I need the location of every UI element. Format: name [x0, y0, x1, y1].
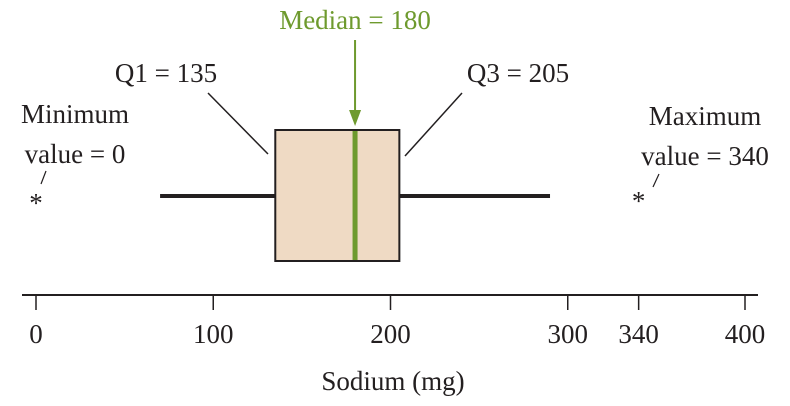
x-tick-label: 200: [370, 319, 411, 349]
q1-annotation: Q1 = 135: [115, 58, 217, 88]
x-axis-title: Sodium (mg): [321, 366, 464, 396]
maximum-leader-line: [652, 173, 660, 188]
x-axis-ticks: 0 100 200 300 340 400: [29, 295, 765, 349]
x-tick-label: 300: [548, 319, 589, 349]
q3-leader-line: [404, 92, 463, 157]
minimum-leader-line: [40, 170, 47, 185]
minimum-annotation-line2: value = 0: [25, 139, 126, 169]
x-tick-label: 400: [725, 319, 766, 349]
maximum-annotation-line2: value = 340: [641, 141, 769, 171]
maximum-annotation-line1: Maximum: [649, 101, 762, 131]
x-tick-label: 340: [618, 319, 659, 349]
maximum-outlier-marker: *: [632, 186, 646, 216]
x-tick-label: 0: [29, 319, 43, 349]
minimum-outlier-marker: *: [29, 188, 43, 218]
q1-leader-line: [207, 92, 269, 155]
median-arrow-head: [349, 110, 362, 126]
x-tick-label: 100: [193, 319, 234, 349]
minimum-annotation-line1: Minimum: [21, 99, 129, 129]
q3-annotation: Q3 = 205: [467, 58, 569, 88]
interquartile-box: [274, 129, 401, 262]
median-annotation: Median = 180: [279, 5, 431, 35]
